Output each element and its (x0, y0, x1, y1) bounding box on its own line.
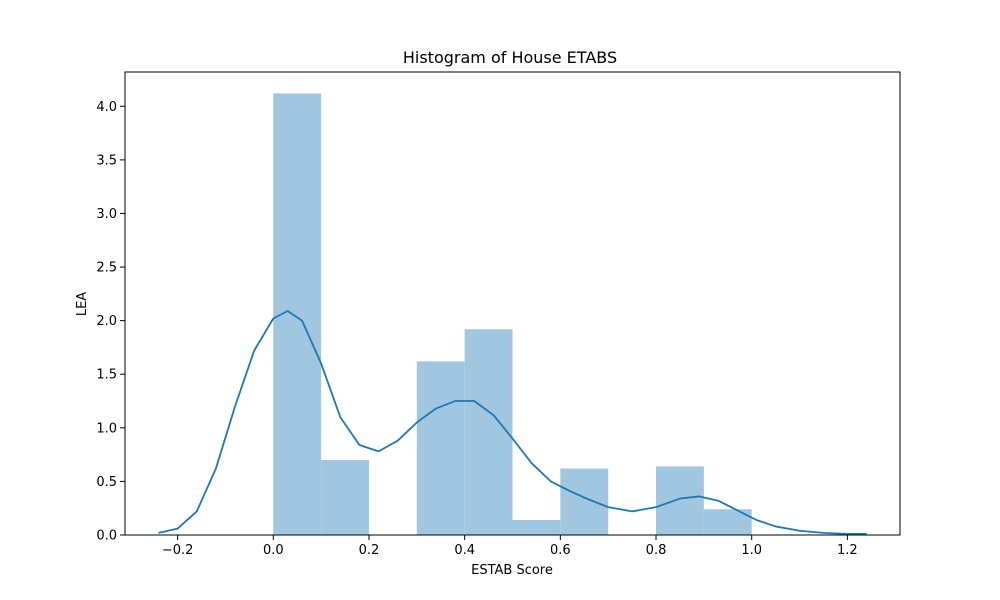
x-axis-title: ESTAB Score (471, 563, 553, 578)
y-tick-label: 3.5 (96, 153, 117, 168)
y-tick-label: 2.5 (96, 261, 117, 276)
x-tick-label: 0.2 (359, 543, 380, 558)
plot-area-frame (124, 71, 901, 536)
bars-layer (273, 93, 752, 536)
x-tick-label: −0.2 (162, 543, 194, 558)
histogram-bar-2 (416, 361, 465, 535)
x-tick-label: 1.2 (837, 543, 858, 558)
y-tick-label: 0.5 (96, 475, 117, 490)
chart-title: Histogram of House ETABS (403, 48, 617, 67)
kde-density-line (158, 310, 867, 535)
kde-layer (158, 310, 867, 535)
x-tick-label: 0.0 (263, 543, 284, 558)
histogram-bar-3 (464, 329, 513, 535)
y-tick-label: 1.0 (96, 421, 117, 436)
x-tick-label: 0.6 (550, 543, 571, 558)
y-tick-label: 1.5 (96, 368, 117, 383)
x-tick-label: 1.0 (741, 543, 762, 558)
x-axis-ticks: −0.2 0.0 0.2 0.4 0.6 0.8 1.0 1.2 (162, 535, 858, 558)
histogram-bar-1 (321, 459, 369, 535)
y-axis-ticks: 0.0 0.5 1.0 1.5 2.0 2.5 3.0 3.5 4.0 (96, 100, 125, 544)
histogram-bar-4 (512, 519, 561, 535)
y-axis-title: LEA (75, 292, 90, 316)
x-tick-label: 0.8 (646, 543, 667, 558)
axes-frame (124, 71, 901, 536)
y-tick-label: 4.0 (96, 100, 117, 115)
y-tick-label: 0.0 (96, 529, 117, 544)
x-tick-label: 0.4 (454, 543, 475, 558)
histogram-bar-6 (656, 466, 704, 535)
y-tick-label: 2.0 (96, 314, 117, 329)
y-tick-label: 3.0 (96, 207, 117, 222)
histogram-bar-5 (560, 468, 609, 535)
